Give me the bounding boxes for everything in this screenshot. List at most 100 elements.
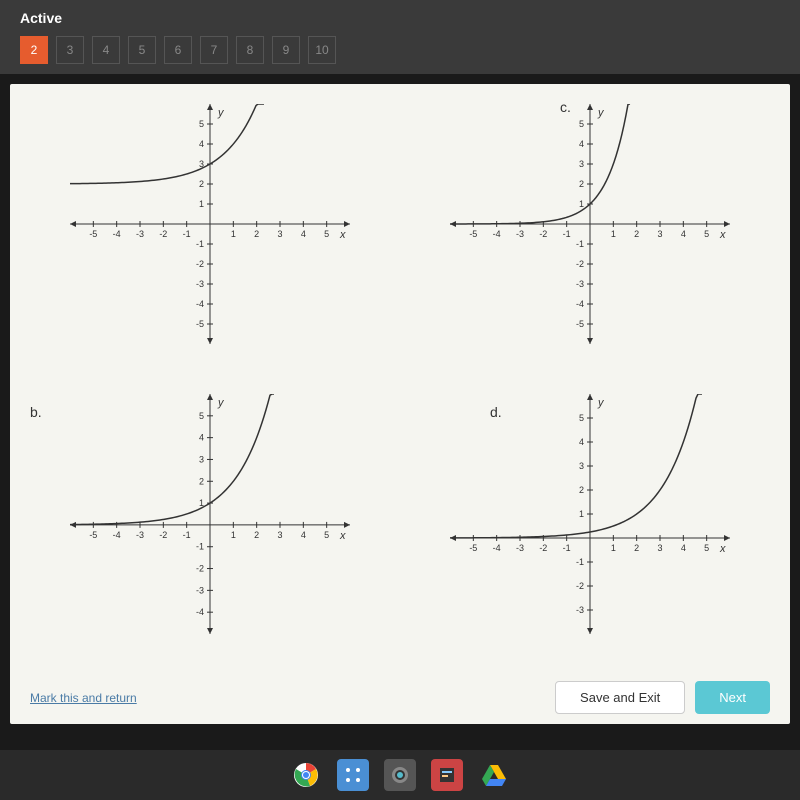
graph-option-b[interactable]: b. -5-4-3-2-112345-4-3-2-112345yx	[30, 394, 390, 664]
svg-text:2: 2	[199, 476, 204, 486]
svg-text:4: 4	[681, 543, 686, 553]
svg-text:3: 3	[277, 530, 282, 540]
svg-text:-1: -1	[563, 229, 571, 239]
nav-question-5[interactable]: 5	[128, 36, 156, 64]
svg-text:x: x	[339, 229, 346, 241]
svg-text:2: 2	[579, 179, 584, 189]
svg-text:-5: -5	[196, 319, 204, 329]
svg-text:4: 4	[301, 530, 306, 540]
chrome-icon[interactable]	[290, 759, 322, 791]
next-button[interactable]: Next	[695, 681, 770, 714]
svg-text:4: 4	[579, 437, 584, 447]
nav-question-9[interactable]: 9	[272, 36, 300, 64]
svg-text:-5: -5	[469, 543, 477, 553]
svg-text:2: 2	[199, 179, 204, 189]
nav-question-7[interactable]: 7	[200, 36, 228, 64]
svg-text:-2: -2	[576, 259, 584, 269]
svg-text:2: 2	[634, 543, 639, 553]
svg-text:-2: -2	[576, 581, 584, 591]
nav-question-2[interactable]: 2	[20, 36, 48, 64]
svg-text:-1: -1	[196, 542, 204, 552]
svg-text:-3: -3	[576, 279, 584, 289]
svg-text:-2: -2	[159, 229, 167, 239]
save-exit-button[interactable]: Save and Exit	[555, 681, 685, 714]
svg-text:-3: -3	[516, 229, 524, 239]
svg-text:1: 1	[611, 229, 616, 239]
svg-text:-5: -5	[89, 229, 97, 239]
mark-return-link[interactable]: Mark this and return	[30, 691, 137, 705]
svg-text:2: 2	[634, 229, 639, 239]
svg-text:-4: -4	[493, 543, 501, 553]
svg-text:-1: -1	[576, 239, 584, 249]
svg-text:-2: -2	[539, 229, 547, 239]
svg-text:1: 1	[231, 229, 236, 239]
apps-icon[interactable]	[337, 759, 369, 791]
svg-text:x: x	[339, 530, 346, 542]
svg-text:-5: -5	[469, 229, 477, 239]
svg-text:-1: -1	[576, 557, 584, 567]
svg-text:4: 4	[199, 433, 204, 443]
svg-text:y: y	[597, 107, 605, 119]
svg-text:-2: -2	[539, 543, 547, 553]
nav-question-10[interactable]: 10	[308, 36, 336, 64]
svg-text:1: 1	[579, 199, 584, 209]
svg-text:1: 1	[611, 543, 616, 553]
svg-text:-1: -1	[183, 229, 191, 239]
header-title: Active	[20, 10, 780, 26]
svg-text:4: 4	[199, 139, 204, 149]
svg-text:-2: -2	[196, 259, 204, 269]
question-nav: 23456789 10	[20, 36, 780, 64]
svg-text:3: 3	[199, 454, 204, 464]
svg-text:-5: -5	[89, 530, 97, 540]
svg-text:-4: -4	[493, 229, 501, 239]
taskbar	[0, 750, 800, 800]
svg-text:-1: -1	[563, 543, 571, 553]
svg-text:y: y	[217, 107, 225, 119]
nav-question-4[interactable]: 4	[92, 36, 120, 64]
svg-text:-5: -5	[576, 319, 584, 329]
svg-text:3: 3	[579, 461, 584, 471]
svg-text:-1: -1	[196, 239, 204, 249]
svg-text:x: x	[719, 229, 726, 241]
svg-text:-4: -4	[576, 299, 584, 309]
graph-option-a[interactable]: -5-4-3-2-112345-5-4-3-2-112345yx	[30, 104, 390, 374]
camera-icon[interactable]	[384, 759, 416, 791]
content-area: -5-4-3-2-112345-5-4-3-2-112345yx c. -5-4…	[10, 84, 790, 724]
svg-text:3: 3	[657, 229, 662, 239]
svg-text:2: 2	[254, 530, 259, 540]
svg-text:-3: -3	[576, 605, 584, 615]
svg-text:-1: -1	[183, 530, 191, 540]
graph-option-c[interactable]: c. -5-4-3-2-112345-5-4-3-2-112345yx	[410, 104, 770, 374]
svg-text:-2: -2	[159, 530, 167, 540]
nav-question-6[interactable]: 6	[164, 36, 192, 64]
svg-text:5: 5	[579, 119, 584, 129]
svg-text:-4: -4	[196, 299, 204, 309]
svg-text:3: 3	[579, 159, 584, 169]
svg-text:2: 2	[254, 229, 259, 239]
svg-text:5: 5	[324, 229, 329, 239]
option-label-b: b.	[30, 404, 42, 420]
svg-text:2: 2	[579, 485, 584, 495]
svg-text:5: 5	[199, 119, 204, 129]
button-group: Save and Exit Next	[555, 681, 770, 714]
svg-text:-3: -3	[516, 543, 524, 553]
svg-text:-4: -4	[113, 229, 121, 239]
nav-question-3[interactable]: 3	[56, 36, 84, 64]
editor-icon[interactable]	[431, 759, 463, 791]
svg-text:4: 4	[301, 229, 306, 239]
graph-option-d[interactable]: d. -5-4-3-2-112345-3-2-112345yx	[410, 394, 770, 664]
svg-text:5: 5	[704, 229, 709, 239]
svg-text:1: 1	[231, 530, 236, 540]
bottom-bar: Mark this and return Save and Exit Next	[30, 681, 770, 714]
svg-text:4: 4	[681, 229, 686, 239]
svg-text:x: x	[719, 543, 726, 555]
svg-text:3: 3	[277, 229, 282, 239]
drive-icon[interactable]	[478, 759, 510, 791]
svg-text:y: y	[217, 397, 225, 409]
nav-question-8[interactable]: 8	[236, 36, 264, 64]
svg-text:-3: -3	[136, 229, 144, 239]
svg-text:-3: -3	[196, 279, 204, 289]
svg-text:-4: -4	[113, 530, 121, 540]
svg-text:4: 4	[579, 139, 584, 149]
graphs-grid: -5-4-3-2-112345-5-4-3-2-112345yx c. -5-4…	[30, 104, 770, 664]
